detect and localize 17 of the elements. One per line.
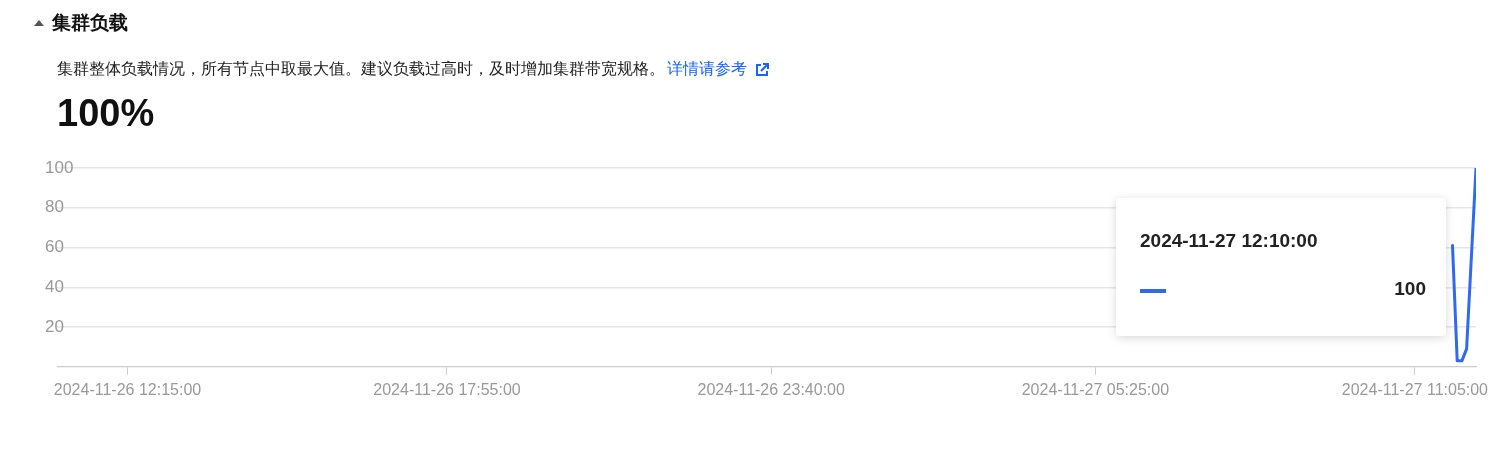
y-tick-label: 40 — [45, 276, 64, 296]
text: 100% — [57, 92, 155, 135]
y-tick-label: 20 — [45, 316, 64, 336]
y-tick-label: 60 — [45, 237, 64, 257]
x-tick-label: 2024-11-26 17:55:00 — [373, 380, 521, 398]
chart-title: 集群负载 — [52, 11, 128, 35]
x-tick-label: 2024-11-27 11:05:00 — [1341, 380, 1489, 398]
annotation: 2024-11-27 12:10:00 — [1140, 230, 1318, 252]
annotation: 100 — [1394, 278, 1426, 300]
text: 详情请参考 — [667, 59, 747, 79]
tooltip-card: 2024-11-27 12:10:00 100 — [1116, 198, 1446, 336]
x-tick-label: 2024-11-27 05:25:00 — [1021, 380, 1170, 398]
y-tick-label: 100 — [45, 157, 74, 177]
x-tick-label: 2024-11-26 23:40:00 — [697, 380, 845, 398]
chart-subtitle: 集群整体负载情况，所有节点中取最大值。建议负载过高时，及时增加集群带宽规格。 — [57, 59, 665, 79]
y-tick-label: 80 — [45, 197, 64, 217]
x-tick-label: 2024-11-26 12:15:00 — [53, 380, 202, 398]
